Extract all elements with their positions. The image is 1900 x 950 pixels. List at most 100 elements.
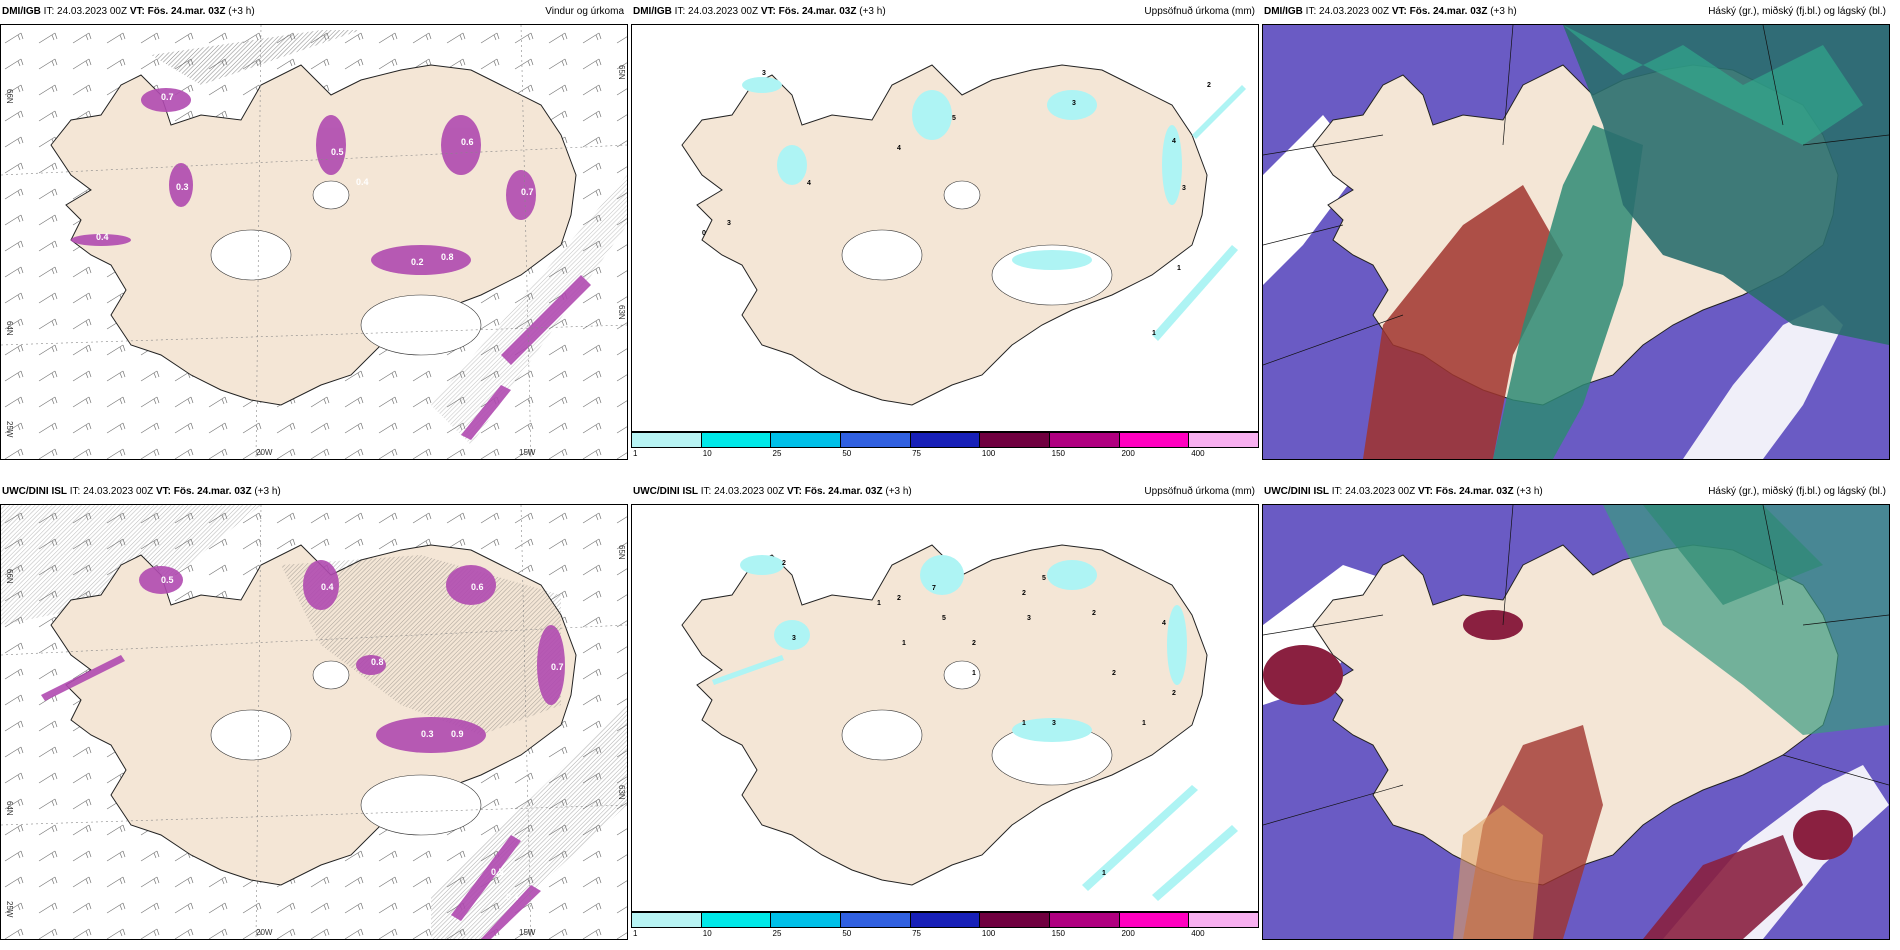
precip-areas	[742, 77, 1246, 341]
it-label: IT:	[1305, 6, 1317, 17]
glacier	[210, 229, 292, 281]
lead-time: (+3 h)	[1490, 6, 1517, 17]
field-name: Uppsöfnuð úrkoma (mm)	[1144, 6, 1255, 17]
clear-area	[1683, 305, 1843, 459]
panel-header: DMI/IGB IT: 24.03.2023 00Z VT: Fös. 24.m…	[1264, 2, 1886, 22]
it-label: IT:	[700, 486, 712, 497]
colorbar-swatch	[632, 433, 702, 447]
precip-value: 1	[1022, 720, 1026, 727]
precip-value: 3	[762, 70, 766, 77]
precip-value: 1	[1102, 870, 1106, 877]
lon-label: 15W	[519, 928, 536, 937]
map-dmi-cloud[interactable]	[1262, 24, 1890, 460]
colorbar-tick-label: 1	[633, 449, 638, 458]
precip-value: 0.7	[161, 92, 174, 102]
panel-uwc-wind: UWC/DINI ISL IT: 24.03.2023 00Z VT: Fös.…	[0, 480, 628, 940]
lat-label-right: 63N	[617, 785, 626, 800]
map-uwc-cloud[interactable]	[1262, 504, 1890, 940]
vt-label: VT:	[786, 486, 802, 497]
colorbar-swatch	[1050, 913, 1120, 927]
hatch-area	[431, 175, 627, 445]
colorbar-swatch	[1050, 433, 1120, 447]
colorbar-swatch	[701, 433, 772, 447]
value-labels: 0.7 0.3 0.4 0.5 0.6 0.2 0.8 0.7 0.4	[96, 92, 534, 267]
panel-dmi-wind: DMI/IGB IT: 24.03.2023 00Z VT: Fös. 24.m…	[0, 0, 628, 460]
lat-label-right: 65N	[617, 545, 626, 560]
precip-value: 1	[1142, 720, 1146, 727]
colorbar-swatch	[980, 433, 1051, 447]
colorbar-swatch	[980, 913, 1051, 927]
colorbar: 1 10 25 50 75 100 150 200 400	[631, 912, 1259, 940]
colorbar-swatch	[841, 913, 911, 927]
grid-lines	[1263, 505, 1889, 826]
precip-value: 5	[942, 615, 946, 622]
high-cloud	[1643, 835, 1803, 939]
precip-numbers: 2 3 1 2 1 5 2 7 5 2 3 2 4 1 2 1 3 1 2 1	[782, 560, 1176, 877]
panel-header: DMI/IGB IT: 24.03.2023 00Z VT: Fös. 24.m…	[2, 2, 624, 22]
vt-value: Fös. 24.mar. 03Z	[1409, 6, 1488, 17]
precip-value: 4	[1162, 620, 1166, 627]
panel-header: UWC/DINI ISL IT: 24.03.2023 00Z VT: Fös.…	[1264, 482, 1886, 502]
model-name: DMI/IGB	[633, 6, 672, 17]
lat-label-right: 63N	[617, 305, 626, 320]
panel-header: UWC/DINI ISL IT: 24.03.2023 00Z VT: Fös.…	[2, 482, 624, 502]
lon-label: 20W	[256, 448, 273, 457]
colorbar-tick-label: 25	[772, 929, 782, 938]
lat-label: 66N	[5, 89, 14, 104]
mid-cloud	[1493, 125, 1643, 459]
lead-time: (+3 h)	[1516, 486, 1543, 497]
value-labels: 0.5 0.4 0.6 0.3 0.9 0.7 0.8 0.6 0.5 0.4	[61, 575, 564, 902]
glacier	[312, 180, 350, 210]
precip-value: 4	[1172, 138, 1176, 145]
precip-value: 2	[782, 560, 786, 567]
lon-label: 25W	[5, 901, 14, 918]
hatch-area	[151, 30, 361, 85]
precip-value: 3	[1052, 720, 1056, 727]
colorbar-swatch	[910, 433, 981, 447]
map-dmi-wind[interactable]: 0.7 0.3 0.4 0.5 0.6 0.2 0.8 0.7 0.4 66N 64N 25W …	[0, 24, 628, 460]
it-value: 24.03.2023 00Z	[1319, 6, 1390, 17]
precip-value: 3	[1072, 100, 1076, 107]
lead-time: (+3 h)	[254, 486, 281, 497]
colorbar-swatch	[771, 913, 842, 927]
model-name: DMI/IGB	[2, 6, 41, 17]
map-uwc-precip[interactable]: 2 3 1 2 1 5 2 7 5 2 3 2 4 1 2 1 3 1 2 1	[631, 504, 1259, 912]
glacier	[312, 660, 350, 690]
precip-value: 0.7	[521, 187, 534, 197]
colorbar-swatch	[1189, 913, 1259, 927]
panel-dmi-precip: DMI/IGB IT: 24.03.2023 00Z VT: Fös. 24.m…	[631, 0, 1259, 460]
glacier	[841, 229, 923, 281]
field-name: Háský (gr.), miðský (fj.bl.) og lágský (…	[1708, 486, 1886, 497]
colorbar-tick-label: 150	[1051, 929, 1066, 938]
map-uwc-wind[interactable]: 0.5 0.4 0.6 0.3 0.9 0.7 0.8 0.6 0.5 0.4 66N 64N 2…	[0, 504, 628, 940]
colorbar-tick-label: 25	[772, 449, 782, 458]
grid-lines	[1263, 25, 1889, 366]
colorbar-tick-label: 200	[1121, 449, 1135, 458]
lon-label: 15W	[519, 448, 536, 457]
glacier	[943, 660, 981, 690]
model-name: UWC/DINI ISL	[2, 486, 67, 497]
lead-time: (+3 h)	[885, 486, 912, 497]
vt-label: VT:	[1391, 6, 1407, 17]
precip-value: 2	[1172, 690, 1176, 697]
precip-value: 1	[902, 640, 906, 647]
hatch-area	[281, 555, 561, 735]
colorbar-tick-label: 50	[842, 929, 852, 938]
precip-value: 0.6	[61, 692, 74, 702]
cloud-map-svg	[1263, 25, 1889, 459]
precip-value: 0.9	[451, 729, 464, 739]
precip-value: 0.3	[421, 729, 434, 739]
precip-map-svg: 2 3 1 2 1 5 2 7 5 2 3 2 4 1 2 1 3 1 2 1	[632, 505, 1258, 911]
colorbar-tick-label: 10	[702, 929, 712, 938]
colorbar-swatch	[1119, 433, 1190, 447]
colorbar-tick-label: 75	[912, 449, 922, 458]
colorbar-tick-label: 75	[912, 929, 922, 938]
field-name: Háský (gr.), miðský (fj.bl.) og lágský (…	[1708, 6, 1886, 17]
precip-value: 2	[1092, 610, 1096, 617]
lon-label: 20W	[256, 928, 273, 937]
colorbar-tick-label: 50	[842, 449, 852, 458]
wind-map-svg: 0.5 0.4 0.6 0.3 0.9 0.7 0.8 0.6 0.5 0.4 66N 64N 2…	[1, 505, 627, 939]
precip-value: 3	[1182, 185, 1186, 192]
map-dmi-precip[interactable]: 2 3 4 4 5 3 4 3 1 1 0 3	[631, 24, 1259, 432]
glacier	[841, 709, 923, 761]
